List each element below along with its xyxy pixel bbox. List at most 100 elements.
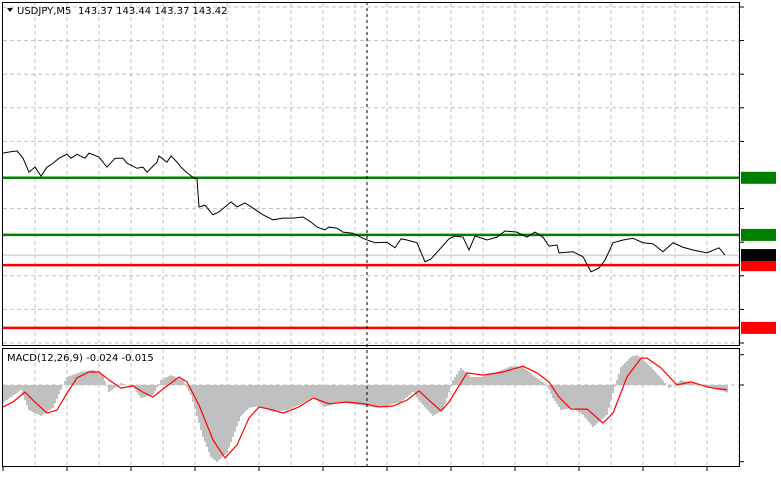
histogram-bar: [624, 362, 626, 385]
histogram-bar: [88, 370, 90, 385]
histogram-bar: [176, 377, 178, 385]
histogram-bar: [656, 373, 658, 385]
histogram-bar: [672, 385, 674, 386]
histogram-bar: [54, 385, 56, 404]
histogram-bar: [598, 385, 600, 422]
histogram-bar: [662, 380, 664, 385]
histogram-bar: [540, 380, 542, 385]
histogram-bar: [404, 385, 406, 399]
series-lines: [2, 150, 728, 459]
histogram-bar: [694, 383, 696, 385]
histogram-bar: [240, 385, 242, 416]
histogram-bar: [488, 374, 490, 385]
histogram-bar: [60, 385, 62, 390]
histogram-bar: [114, 385, 116, 388]
histogram-bar: [302, 385, 304, 403]
macd-pane-frame: [2, 348, 740, 467]
histogram-bar: [204, 385, 206, 442]
histogram-bar: [294, 385, 296, 407]
histogram-bar: [632, 356, 634, 385]
histogram-bar: [312, 385, 314, 398]
histogram-bar: [338, 385, 340, 402]
level-tag: [741, 171, 776, 184]
histogram-bar: [620, 367, 622, 385]
histogram-bar: [48, 385, 50, 411]
histogram-bar: [144, 385, 146, 397]
grid: [3, 3, 740, 466]
histogram-bar: [18, 385, 20, 392]
histogram-bar: [692, 383, 694, 385]
histogram-bar: [200, 385, 202, 430]
histogram-bar: [330, 385, 332, 405]
histogram-bar: [82, 371, 84, 385]
symbol-label: USDJPY,M5: [17, 6, 71, 17]
histogram-bar: [682, 380, 684, 385]
histogram-bar: [430, 385, 432, 414]
histogram-bar: [370, 385, 372, 407]
histogram-bar: [358, 385, 360, 406]
histogram-bar: [408, 385, 410, 396]
histogram-bar: [454, 377, 456, 385]
histogram-bar: [336, 385, 338, 403]
histogram-bar: [238, 385, 240, 422]
histogram-bar: [418, 385, 420, 400]
histogram-bar: [274, 385, 276, 412]
histogram-bar: [320, 385, 322, 404]
histogram-bar: [616, 380, 618, 385]
histogram-bar: [390, 385, 392, 405]
histogram-bar: [416, 385, 418, 398]
histogram-bar: [184, 383, 186, 385]
histogram-bar: [28, 385, 30, 411]
histogram-bar: [328, 385, 330, 406]
histogram-bar: [122, 383, 124, 385]
histogram-bar: [168, 376, 170, 385]
histogram-bar: [248, 385, 250, 408]
triangle-down-icon[interactable]: [7, 8, 13, 12]
histogram-bar: [580, 385, 582, 414]
histogram-bar: [230, 385, 232, 443]
histogram-bar: [42, 385, 44, 415]
histogram-bar: [574, 385, 576, 410]
histogram-bar: [316, 385, 318, 401]
histogram-bar: [224, 385, 226, 455]
histogram-bar: [568, 385, 570, 409]
histogram-bar: [26, 385, 28, 406]
histogram-bar: [394, 385, 396, 404]
histogram-bar: [188, 385, 190, 392]
histogram-bar: [612, 385, 614, 394]
histogram-bar: [714, 385, 716, 390]
histogram-bar: [434, 385, 436, 415]
histogram-bar: [178, 378, 180, 385]
histogram-bar: [518, 366, 520, 385]
histogram-bar: [688, 382, 690, 385]
histogram-bar: [100, 374, 102, 385]
histogram-bar: [376, 385, 378, 408]
histogram-bar: [498, 371, 500, 385]
histogram-bar: [128, 385, 130, 386]
histogram-bar: [512, 366, 514, 385]
histogram-bar: [486, 375, 488, 385]
histogram-bar: [56, 385, 58, 399]
histogram-bar: [212, 385, 214, 459]
histogram-bar: [452, 380, 454, 385]
histogram-bar: [70, 375, 72, 385]
histogram-bar: [504, 368, 506, 385]
histogram-bar: [570, 385, 572, 409]
histogram-bar: [726, 385, 728, 393]
histogram-bar: [646, 363, 648, 385]
histogram-bar: [368, 385, 370, 407]
histogram-bar: [346, 385, 348, 404]
histogram-bar: [458, 371, 460, 385]
histogram-bar: [146, 385, 148, 397]
histogram-bar: [58, 385, 60, 395]
histogram-bar: [614, 385, 616, 387]
histogram-bar: [326, 385, 328, 407]
histogram-bar: [508, 366, 510, 385]
histogram-bar: [226, 385, 228, 453]
histogram-bar: [520, 366, 522, 385]
histogram-bar: [532, 375, 534, 385]
histogram-bar: [96, 371, 98, 385]
histogram-bar: [436, 385, 438, 414]
histogram-bar: [6, 385, 8, 401]
